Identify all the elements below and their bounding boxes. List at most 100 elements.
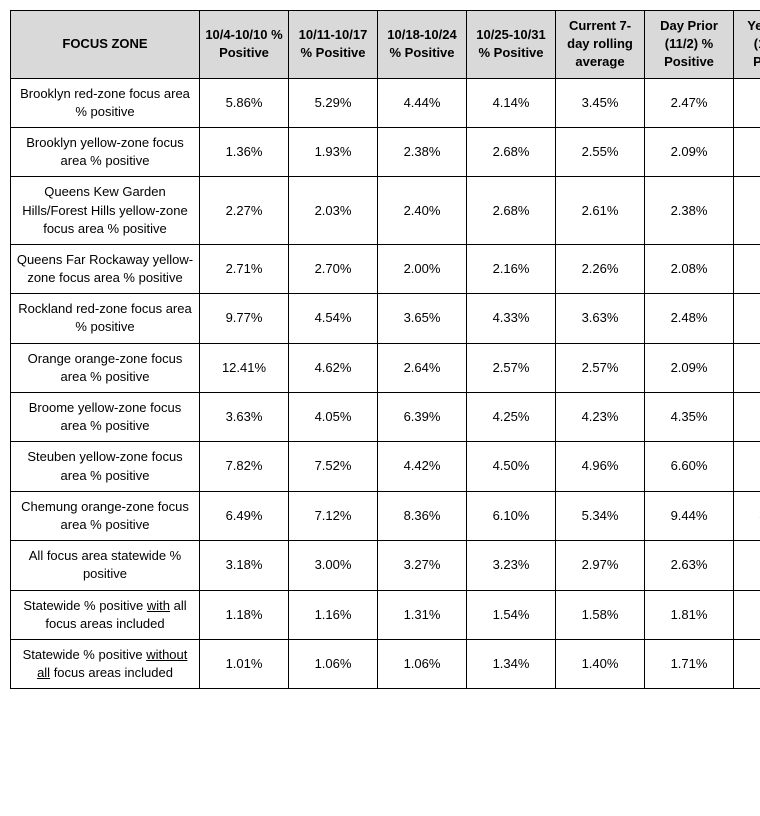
data-cell: 1.54% <box>467 590 556 639</box>
zone-cell: Queens Kew Garden Hills/Forest Hills yel… <box>11 177 200 245</box>
data-cell: 4.96% <box>556 442 645 491</box>
table-row: All focus area statewide % positive3.18%… <box>11 541 760 590</box>
data-cell: 1.36% <box>200 127 289 176</box>
col-header-1: 10/4-10/10 % Positive <box>200 11 289 79</box>
data-cell: 5.68% <box>734 393 760 442</box>
data-cell: 3.23% <box>467 541 556 590</box>
data-cell: 2.62% <box>734 127 760 176</box>
data-cell: 1.06% <box>378 639 467 688</box>
data-cell: 2.09% <box>645 127 734 176</box>
data-cell: 2.57% <box>556 343 645 392</box>
data-cell: 2.69% <box>734 541 760 590</box>
data-cell: 2.48% <box>645 294 734 343</box>
data-cell: 2.40% <box>378 177 467 245</box>
data-cell: 5.34% <box>556 491 645 540</box>
data-cell: 2.57% <box>467 343 556 392</box>
zone-cell: Rockland red-zone focus area % positive <box>11 294 200 343</box>
table-row: Brooklyn yellow-zone focus area % positi… <box>11 127 760 176</box>
data-cell: 1.59% <box>734 590 760 639</box>
data-cell: 2.27% <box>200 177 289 245</box>
zone-cell: Brooklyn yellow-zone focus area % positi… <box>11 127 200 176</box>
data-cell: 2.71% <box>200 244 289 293</box>
data-cell: 6.10% <box>467 491 556 540</box>
zone-cell: Statewide % positive with all focus area… <box>11 590 200 639</box>
data-cell: 1.81% <box>645 590 734 639</box>
zone-cell: All focus area statewide % positive <box>11 541 200 590</box>
focus-zone-table: FOCUS ZONE 10/4-10/10 % Positive 10/11-1… <box>10 10 760 689</box>
data-cell: 2.19% <box>734 78 760 127</box>
data-cell: 9.44% <box>645 491 734 540</box>
data-cell: 2.64% <box>378 343 467 392</box>
data-cell: 4.05% <box>289 393 378 442</box>
table-row: Statewide % positive with all focus area… <box>11 590 760 639</box>
table-row: Orange orange-zone focus area % positive… <box>11 343 760 392</box>
table-row: Queens Kew Garden Hills/Forest Hills yel… <box>11 177 760 245</box>
data-cell: 3.63% <box>556 294 645 343</box>
data-cell: 1.18% <box>200 590 289 639</box>
data-cell: 2.55% <box>556 127 645 176</box>
data-cell: 9.77% <box>200 294 289 343</box>
data-cell: 2.68% <box>467 177 556 245</box>
data-cell: 1.16% <box>289 590 378 639</box>
data-cell: 1.93% <box>289 127 378 176</box>
data-cell: 0.88% <box>734 343 760 392</box>
col-header-3: 10/18-10/24 % Positive <box>378 11 467 79</box>
zone-cell: Broome yellow-zone focus area % positive <box>11 393 200 442</box>
col-header-5: Current 7-day rolling average <box>556 11 645 79</box>
data-cell: 6.49% <box>200 491 289 540</box>
data-cell: 3.00% <box>289 541 378 590</box>
data-cell: 3.18% <box>200 541 289 590</box>
data-cell: 12.41% <box>200 343 289 392</box>
data-cell: 2.84% <box>734 244 760 293</box>
data-cell: 2.70% <box>289 244 378 293</box>
data-cell: 2.86% <box>734 442 760 491</box>
data-cell: 4.33% <box>467 294 556 343</box>
data-cell: 3.43% <box>734 294 760 343</box>
zone-cell: Queens Far Rockaway yellow-zone focus ar… <box>11 244 200 293</box>
data-cell: 2.61% <box>556 177 645 245</box>
data-cell: 2.26% <box>556 244 645 293</box>
table-row: Steuben yellow-zone focus area % positiv… <box>11 442 760 491</box>
table-body: Brooklyn red-zone focus area % positive 5… <box>11 78 760 689</box>
data-cell: 2.08% <box>645 244 734 293</box>
data-cell: 1.71% <box>645 639 734 688</box>
data-cell: 4.25% <box>467 393 556 442</box>
data-cell: 1.01% <box>200 639 289 688</box>
data-cell: 1.06% <box>289 639 378 688</box>
data-cell: 7.12% <box>289 491 378 540</box>
data-cell: 4.23% <box>556 393 645 442</box>
data-cell: 4.62% <box>289 343 378 392</box>
zone-cell: Orange orange-zone focus area % positive <box>11 343 200 392</box>
data-cell: 1.40% <box>556 639 645 688</box>
data-cell: 6.60% <box>645 442 734 491</box>
data-cell: 4.35% <box>645 393 734 442</box>
data-cell: 4.50% <box>467 442 556 491</box>
table-row: Rockland red-zone focus area % positive9… <box>11 294 760 343</box>
data-cell: 3.63% <box>200 393 289 442</box>
data-cell: 6.39% <box>378 393 467 442</box>
col-header-2: 10/11-10/17 % Positive <box>289 11 378 79</box>
data-cell: 4.44% <box>378 78 467 127</box>
col-header-7: Yesterday (11/3) % Positive <box>734 11 760 79</box>
col-header-6: Day Prior (11/2) % Positive <box>645 11 734 79</box>
data-cell: 1.58% <box>556 590 645 639</box>
zone-cell: Brooklyn red-zone focus area % positive <box>11 78 200 127</box>
data-cell: 4.14% <box>467 78 556 127</box>
data-cell: 1.31% <box>378 590 467 639</box>
data-cell: 7.82% <box>200 442 289 491</box>
zone-cell: Chemung orange-zone focus area % positiv… <box>11 491 200 540</box>
data-cell: 8.36% <box>378 491 467 540</box>
data-cell: 2.53% <box>734 177 760 245</box>
data-cell: 2.38% <box>378 127 467 176</box>
data-cell: 2.03% <box>289 177 378 245</box>
data-cell: 2.38% <box>645 177 734 245</box>
col-header-zone: FOCUS ZONE <box>11 11 200 79</box>
data-cell: 2.00% <box>378 244 467 293</box>
data-cell: 1.34% <box>467 639 556 688</box>
data-cell: 3.27% <box>378 541 467 590</box>
table-header: FOCUS ZONE 10/4-10/10 % Positive 10/11-1… <box>11 11 760 79</box>
data-cell: 2.68% <box>467 127 556 176</box>
data-cell: 2.97% <box>556 541 645 590</box>
data-cell: 2.47% <box>645 78 734 127</box>
table-row: Chemung orange-zone focus area % positiv… <box>11 491 760 540</box>
